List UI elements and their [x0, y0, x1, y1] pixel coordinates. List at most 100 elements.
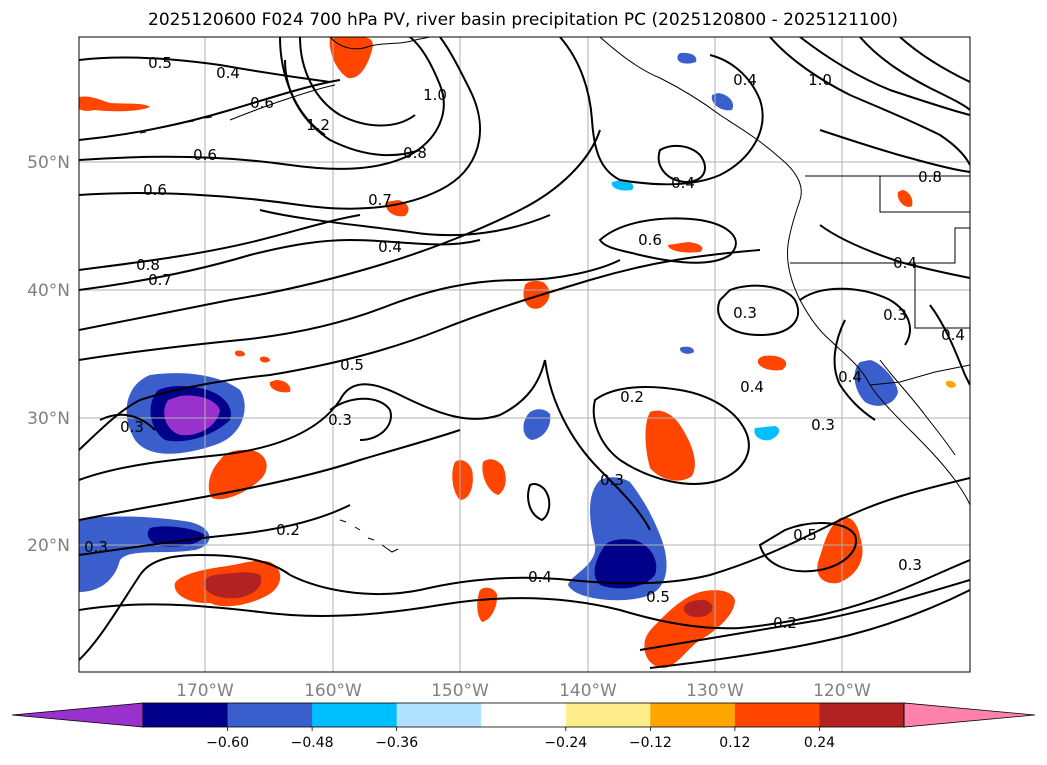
contour-label: 0.3 — [600, 471, 624, 489]
lat-label: 30°N — [27, 409, 70, 429]
contour-label: 0.6 — [250, 94, 274, 112]
neg-patch-tiny — [679, 346, 694, 354]
colorbar-segment — [396, 703, 482, 727]
colorbar-segment — [650, 703, 736, 727]
contour-path — [79, 259, 621, 361]
contour-path — [289, 477, 970, 595]
colorbar-segment — [565, 703, 651, 727]
lat-label: 20°N — [27, 536, 70, 556]
pos-patch-152w-a — [452, 460, 473, 500]
lon-label: 170°W — [176, 681, 234, 701]
contour-path — [259, 209, 551, 237]
colorbar-segment — [481, 703, 567, 727]
pv-contours — [79, 37, 970, 669]
contour-path — [657, 144, 706, 184]
colorbar-tick-label: 0.12 — [719, 735, 750, 751]
pos-patch-tiny-3 — [259, 356, 270, 363]
colorbar-segment — [734, 703, 820, 727]
contour-path — [559, 37, 621, 181]
contour-path — [592, 386, 750, 485]
state-border-3 — [914, 263, 970, 329]
contour-path — [79, 79, 341, 141]
precip-fill-layer — [79, 37, 956, 668]
contour-path — [649, 589, 970, 669]
contour-path — [929, 304, 970, 386]
colorbar-tick-label: −0.48 — [291, 735, 334, 751]
neg-patch-20n-140w-core — [594, 539, 657, 589]
colorbar-extend-low — [11, 702, 144, 728]
baja-coast — [869, 384, 970, 506]
contour-path — [833, 319, 876, 421]
colorbar-frame — [142, 702, 905, 728]
contour-path — [99, 413, 156, 431]
contour-path — [299, 37, 416, 127]
contour-label: 0.5 — [646, 588, 670, 606]
colorbar-tick-label: −0.24 — [544, 735, 587, 751]
contour-path — [769, 37, 970, 166]
contour-label: 0.4 — [941, 326, 965, 344]
neg-patch-baja — [854, 360, 898, 406]
pos-patch-135w — [645, 410, 695, 481]
contour-path — [598, 217, 737, 264]
lon-label: 160°W — [304, 681, 362, 701]
colorbar-segment — [312, 703, 398, 727]
neg-patch-small-3 — [611, 180, 634, 191]
pos-patch-alaska — [329, 37, 373, 79]
contour-path — [859, 37, 970, 111]
contour-labels: 0.5 0.4 0.6 1.2 1.0 0.4 1.0 0.8 0.6 0.6 … — [84, 54, 965, 632]
contour-label: 0.2 — [773, 614, 797, 632]
contour-label: 0.2 — [276, 521, 300, 539]
contour-path — [79, 359, 546, 481]
contour-label: 0.6 — [143, 181, 167, 199]
contour-path — [639, 579, 970, 651]
contour-label: 0.4 — [378, 238, 402, 256]
canada-coast — [599, 37, 802, 201]
colorbar-tick-label: −0.12 — [629, 735, 672, 751]
colorbar-tick-label: 0.24 — [804, 735, 835, 751]
contour-path — [79, 504, 351, 556]
neg-patch-alaska — [677, 52, 697, 64]
contour-label: 0.3 — [120, 418, 144, 436]
state-border-1 — [879, 176, 970, 213]
pos-patch-tiny-4 — [945, 380, 956, 388]
neg-patch-coast — [711, 93, 734, 111]
contour-path — [527, 483, 551, 522]
latitude-labels: 50°N 40°N 30°N 20°N — [27, 153, 70, 556]
contour-label: 1.2 — [306, 116, 330, 134]
gulf-of-california — [879, 359, 956, 456]
pos-patch-152w-b — [482, 459, 506, 495]
contour-path — [819, 129, 970, 173]
contour-label: 0.4 — [671, 174, 695, 192]
contour-label: 0.3 — [898, 556, 922, 574]
mexico-border — [869, 364, 970, 386]
colorbar-segment — [227, 703, 313, 727]
pos-patch-145w — [523, 281, 550, 309]
contour-label: 0.3 — [883, 306, 907, 324]
pos-patch-oregon — [897, 190, 913, 207]
lat-label: 40°N — [27, 281, 70, 301]
contour-path — [329, 397, 392, 441]
pos-patch-130w-south — [644, 590, 735, 668]
contour-path — [79, 249, 761, 451]
contour-label: 0.4 — [528, 568, 552, 586]
colorbar-ticks: −0.60 −0.48 −0.36 −0.24 −0.12 0.12 0.24 — [206, 727, 835, 751]
pos-patch-130w-south-core — [683, 600, 713, 618]
contour-path — [79, 553, 291, 661]
contour-label: 0.8 — [136, 256, 160, 274]
pos-patch-165w-south-core — [204, 572, 262, 599]
state-border-2 — [790, 227, 970, 264]
contour-label: 0.4 — [740, 378, 764, 396]
colorbar-tick-label: −0.60 — [206, 735, 249, 751]
contour-label: 0.4 — [733, 71, 757, 89]
pos-patch-coast-35n — [757, 355, 787, 371]
contour-path — [79, 129, 601, 331]
neg-patch-small-2 — [754, 426, 780, 441]
colorbar-segments — [143, 703, 905, 727]
alaska-peninsula — [229, 84, 336, 121]
colorbar-extend-high — [903, 702, 1036, 728]
contour-path — [899, 37, 970, 83]
contour-path — [279, 37, 326, 136]
contour-label: 0.5 — [340, 356, 364, 374]
colorbar-segment — [819, 703, 905, 727]
